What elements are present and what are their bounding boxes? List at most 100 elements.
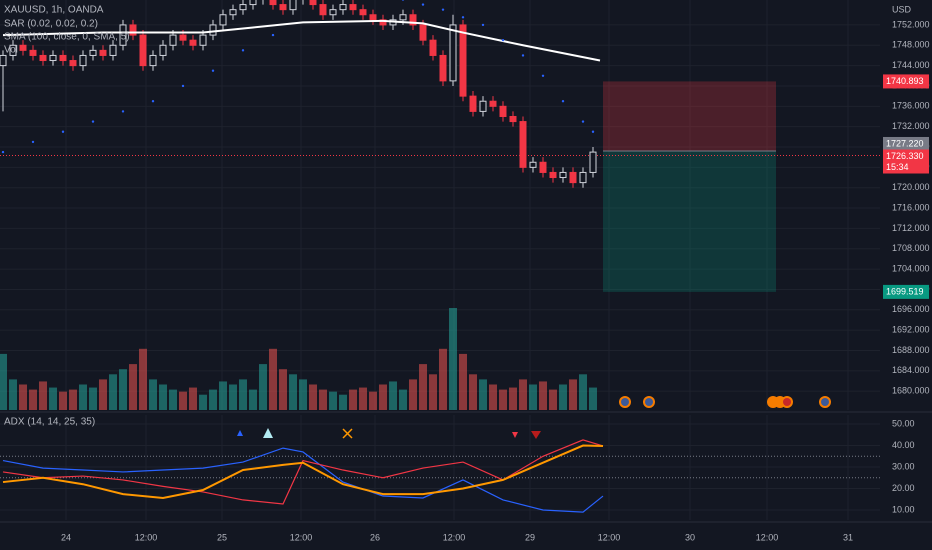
candle-body	[269, 0, 277, 6]
candle-body	[109, 44, 117, 56]
volume-bar	[369, 391, 377, 410]
volume-bar	[79, 384, 87, 410]
volume-bar	[109, 374, 117, 410]
volume-bar	[489, 384, 497, 410]
sar-dot	[591, 130, 595, 133]
volume-bar	[379, 384, 387, 410]
x-tick-label: 24	[61, 532, 71, 542]
countdown-label: 15:34	[886, 162, 909, 172]
indicator-label: SAR (0.02, 0.02, 0.2)	[4, 19, 98, 30]
sar-dot	[31, 140, 35, 144]
volume-bar	[539, 381, 547, 410]
candle-body	[379, 19, 387, 26]
volume-bar	[59, 391, 67, 410]
candle-body	[249, 0, 257, 6]
candle-body	[199, 34, 207, 46]
y-tick-label: 40.00	[892, 440, 915, 450]
candle-body	[479, 100, 487, 112]
candle-body	[419, 24, 427, 41]
candle-body	[409, 14, 417, 26]
candle-body	[9, 44, 17, 56]
candle-body	[589, 151, 597, 173]
volume-bar	[149, 379, 157, 410]
y-tick-label: 1744.000	[892, 60, 930, 70]
sar-dot	[211, 69, 215, 72]
candle-body	[99, 49, 107, 56]
candle-body	[29, 49, 37, 56]
candle-body	[309, 0, 317, 6]
target-zone	[603, 150, 776, 292]
volume-bar	[409, 379, 417, 410]
candle-body	[499, 105, 507, 117]
y-tick-label: 30.00	[892, 461, 915, 471]
volume-bar	[499, 389, 507, 410]
volume-bar	[169, 389, 177, 410]
volume-bar	[319, 389, 327, 410]
candle-body	[469, 95, 477, 112]
sar-dot	[61, 130, 65, 133]
candle-body	[219, 14, 227, 26]
volume-bar	[469, 374, 477, 410]
adx-line	[2, 439, 604, 505]
symbol-title: XAUUSD, 1h, OANDA	[4, 5, 104, 16]
y-tick-label: 1736.000	[892, 101, 930, 111]
volume-bar	[0, 353, 7, 410]
volume-bar	[579, 374, 587, 410]
candle-body	[319, 4, 327, 16]
volume-bar	[359, 387, 367, 410]
sar-dot	[541, 74, 545, 77]
candle-body	[0, 54, 7, 67]
volume-bar	[179, 391, 187, 410]
volume-bar	[219, 381, 227, 410]
y-tick-label: 1720.000	[892, 182, 930, 192]
volume-bar	[129, 364, 137, 410]
y-tick-label: 1680.000	[892, 386, 930, 396]
volume-bar	[99, 379, 107, 410]
candle-body	[539, 161, 547, 173]
candle-body	[279, 4, 287, 11]
y-tick-label: 50.00	[892, 418, 915, 428]
target-price-label-bg	[883, 284, 929, 299]
y-tick-label: 1732.000	[892, 121, 930, 131]
y-tick-label: 1708.000	[892, 243, 930, 253]
y-tick-label: 1748.000	[892, 40, 930, 50]
volume-bar	[549, 389, 557, 410]
candle-body	[509, 115, 517, 123]
candle-body	[519, 121, 527, 168]
x-tick-label: 26	[370, 532, 380, 542]
x-tick-label: 25	[217, 532, 227, 542]
volume-bar	[439, 348, 447, 410]
volume-bar	[9, 379, 17, 410]
volume-bar	[199, 394, 207, 410]
last-price-bg	[883, 149, 929, 174]
candle-body	[239, 4, 247, 11]
sar-dot	[461, 16, 465, 19]
plot-area	[0, 0, 880, 520]
sar-dot	[241, 49, 245, 52]
y-tick-label: 1704.000	[892, 263, 930, 273]
volume-bar	[259, 364, 267, 410]
candle-body	[359, 9, 367, 16]
y-tick-label: 1688.000	[892, 345, 930, 355]
currency-label: USD	[892, 4, 912, 14]
volume-bar	[419, 364, 427, 410]
x-tick-label: 12:00	[756, 532, 779, 542]
volume-bar	[139, 348, 147, 410]
candle-body	[59, 54, 67, 62]
sar-dot	[581, 120, 585, 123]
adx-line	[2, 444, 604, 499]
sar-dot	[401, 0, 405, 1]
volume-bar	[339, 394, 347, 410]
entry-price-label-bg	[883, 136, 929, 151]
volume-bar	[269, 348, 277, 410]
candle-body	[549, 171, 557, 179]
sar-dot	[151, 100, 155, 103]
volume-bar	[89, 387, 97, 410]
candle-body	[209, 24, 217, 36]
sar-dot	[441, 8, 445, 11]
y-tick-label: 10.00	[892, 504, 915, 514]
candle-body	[149, 54, 157, 67]
candle-body	[179, 34, 187, 41]
y-tick-label: 1752.000	[892, 19, 930, 29]
